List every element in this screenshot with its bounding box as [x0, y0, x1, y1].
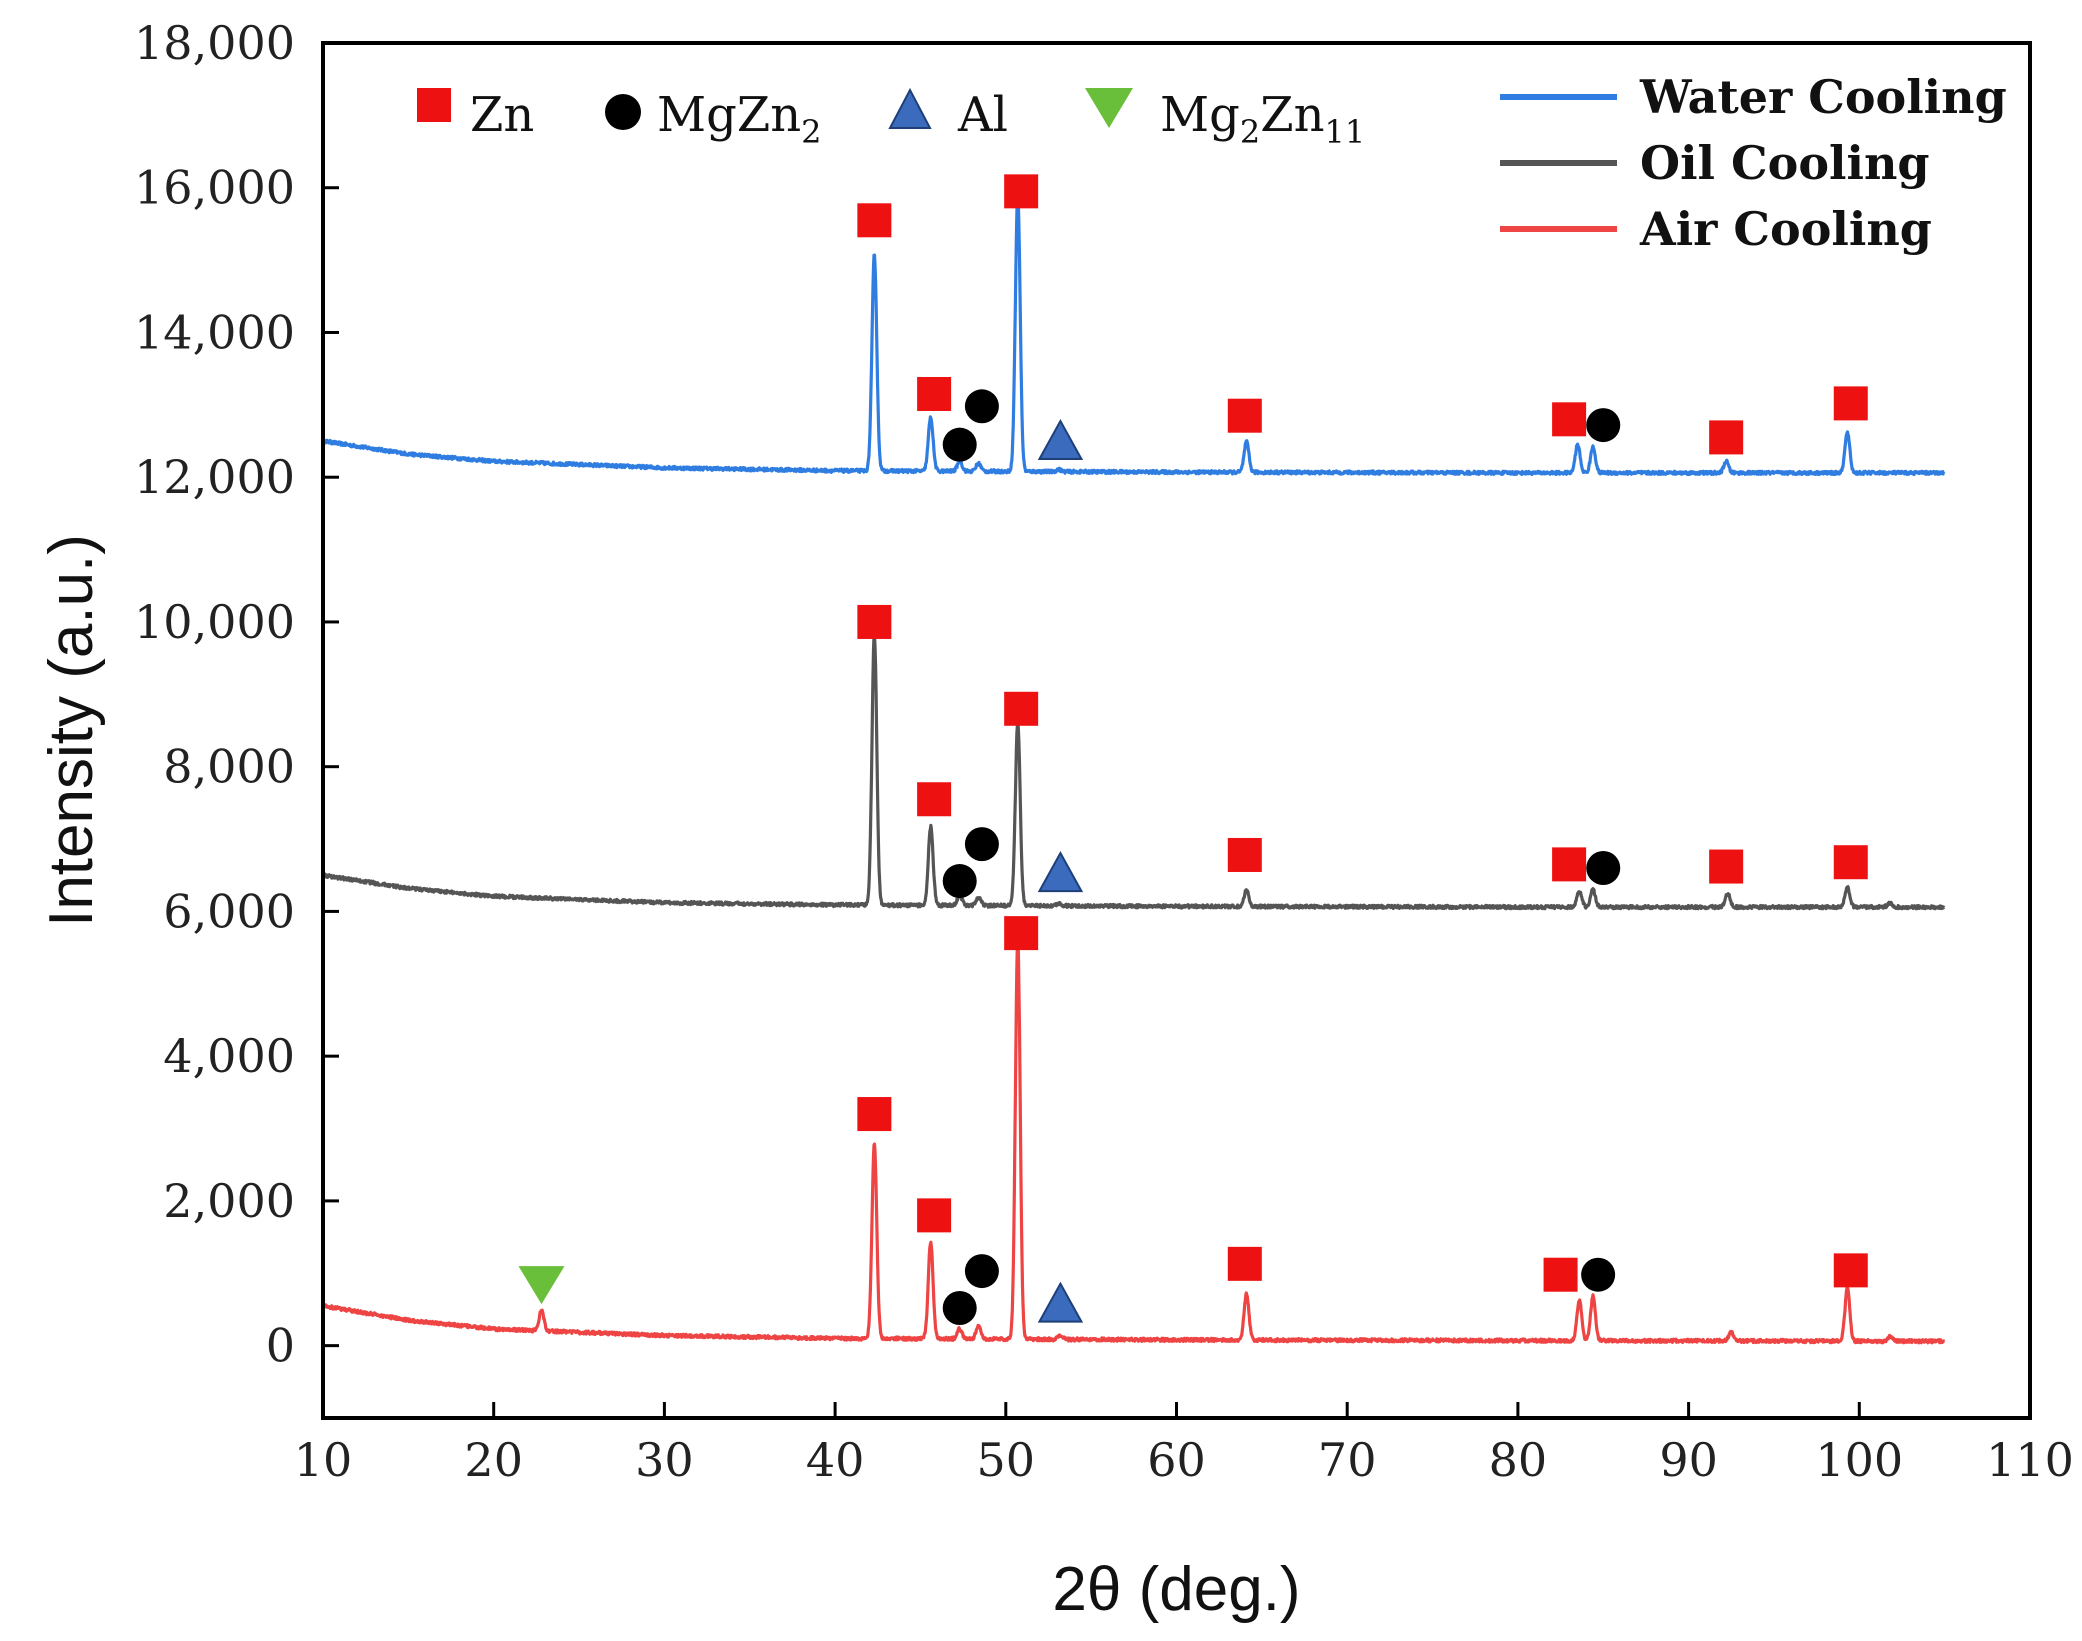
y-tick-label: 8,000 [163, 740, 295, 794]
phase-marker-mgzn2 [1586, 408, 1621, 443]
x-tick-label: 60 [1147, 1433, 1206, 1487]
phase-marker-mgzn2 [942, 1291, 977, 1325]
legend-label-oil-cooling: Oil Cooling [1640, 136, 1930, 190]
phase-legend: Zn MgZn2 Al Mg2Zn11 [417, 87, 1365, 151]
series-legend: Water Cooling Oil Cooling Air Cooling [1500, 70, 2007, 256]
x-tick-label: 110 [1986, 1433, 2074, 1487]
phase-marker-mgzn2 [964, 827, 999, 862]
phase-marker-zn [857, 1097, 892, 1132]
legend-label-mg2zn11-sub1: 2 [1240, 113, 1260, 151]
x-tick-label: 100 [1815, 1433, 1903, 1487]
x-tick-label: 80 [1489, 1433, 1548, 1487]
series-line-air-cooling [321, 937, 1946, 1345]
phase-marker-zn [1227, 398, 1262, 433]
phase-marker-al [1037, 1281, 1084, 1323]
annotation-layer [518, 174, 1868, 1325]
phase-marker-zn [1227, 837, 1262, 872]
y-tick-label: 0 [266, 1319, 295, 1373]
y-tick-label: 10,000 [134, 595, 295, 649]
legend-label-air-cooling: Air Cooling [1639, 202, 1932, 256]
phase-marker-zn [917, 782, 952, 817]
y-tick-label: 2,000 [163, 1174, 295, 1228]
phase-marker-zn [1543, 1257, 1578, 1292]
legend-entry-mgzn2: MgZn2 [605, 87, 822, 151]
legend-label-mg2zn11: Mg2Zn11 [1160, 87, 1365, 151]
legend-label-mg2zn11-sub2: 11 [1325, 113, 1366, 151]
legend-label-mg2zn11-a: Mg [1160, 87, 1240, 143]
al-triangle-icon [888, 87, 932, 129]
x-axis-title: 2θ (deg.) [1052, 1555, 1300, 1624]
legend-entry-al: Al [888, 87, 1008, 143]
legend-entry-air-cooling: Air Cooling [1500, 202, 1932, 256]
legend-entry-oil-cooling: Oil Cooling [1500, 136, 1930, 190]
y-tick-label: 16,000 [134, 161, 295, 215]
phase-marker-zn [1552, 402, 1587, 437]
y-tick-label: 14,000 [134, 305, 295, 359]
series-line-water-cooling [321, 192, 1946, 477]
legend-label-water-cooling: Water Cooling [1639, 70, 2007, 124]
tick-layer: 10 20 30 40 50 60 70 80 90 100 110 0 2,000 4,000 6,000… [134, 16, 2074, 1487]
phase-marker-zn [1709, 420, 1744, 455]
legend-label-mgzn2-sub: 2 [801, 113, 821, 151]
legend-label-zn: Zn [470, 87, 534, 143]
phase-marker-zn [1227, 1246, 1262, 1281]
legend-entry-water-cooling: Water Cooling [1500, 70, 2007, 124]
legend-label-al: Al [957, 87, 1008, 143]
x-tick-label: 40 [806, 1433, 865, 1487]
legend-label-mgzn2-base: MgZn [657, 87, 801, 143]
series-layer [321, 192, 1946, 1345]
phase-marker-mgzn2 [942, 427, 977, 462]
legend-entry-mg2zn11: Mg2Zn11 [1085, 87, 1365, 151]
phase-marker-al [1037, 418, 1084, 461]
legend-label-mg2zn11-b: Zn [1260, 87, 1324, 143]
x-tick-label: 30 [635, 1433, 694, 1487]
phase-marker-zn [917, 1198, 952, 1233]
phase-marker-zn [857, 604, 892, 639]
x-tick-label: 90 [1659, 1433, 1718, 1487]
phase-marker-zn [1004, 916, 1039, 951]
y-tick-label: 6,000 [163, 884, 295, 938]
x-tick-label: 10 [294, 1433, 353, 1487]
phase-marker-mgzn2 [1586, 851, 1621, 885]
phase-marker-zn [857, 203, 892, 238]
phase-marker-zn [917, 376, 952, 411]
y-tick-label: 12,000 [134, 450, 295, 504]
phase-marker-zn [1709, 849, 1744, 884]
y-tick-label: 18,000 [134, 16, 295, 70]
phase-marker-zn [1833, 1253, 1868, 1288]
phase-marker-mgzn2 [1581, 1257, 1616, 1292]
x-tick-label: 70 [1318, 1433, 1377, 1487]
phase-marker-al [1037, 850, 1084, 893]
phase-marker-zn [1833, 845, 1868, 880]
phase-marker-mgzn2 [942, 864, 977, 899]
y-tick-label: 4,000 [163, 1029, 295, 1083]
zn-square-icon [417, 88, 451, 122]
phase-marker-zn [1833, 386, 1868, 421]
phase-marker-mg2zn11 [518, 1266, 565, 1305]
phase-marker-mgzn2 [964, 389, 999, 424]
phase-marker-mgzn2 [964, 1254, 999, 1289]
mgzn2-circle-icon [605, 94, 641, 130]
x-tick-label: 50 [977, 1433, 1036, 1487]
y-axis-title: Intensity (a.u.) [37, 534, 106, 927]
phase-marker-zn [1552, 847, 1587, 882]
mg2zn11-triangle-down-icon [1085, 88, 1133, 128]
phase-marker-zn [1004, 174, 1039, 209]
phase-marker-zn [1004, 691, 1039, 726]
series-line-oil-cooling [321, 634, 1946, 911]
legend-entry-zn: Zn [417, 87, 534, 143]
legend-label-mgzn2: MgZn2 [657, 87, 822, 151]
x-tick-label: 20 [464, 1433, 523, 1487]
